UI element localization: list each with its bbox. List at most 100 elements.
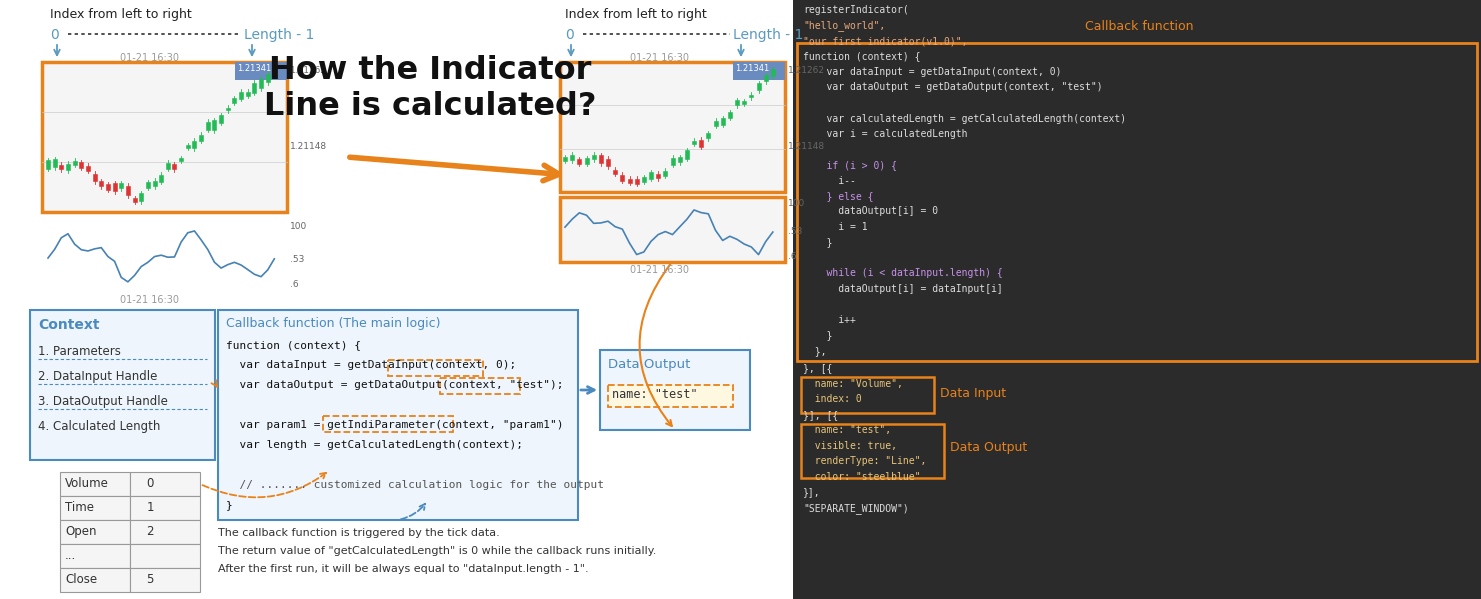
- Bar: [99, 181, 104, 186]
- Bar: [93, 174, 96, 181]
- Bar: [598, 156, 603, 164]
- Text: 1.21262: 1.21262: [788, 66, 825, 75]
- Bar: [233, 98, 237, 103]
- Bar: [61, 520, 130, 544]
- Text: i++: i++: [803, 315, 856, 325]
- Bar: [727, 112, 732, 117]
- Text: 1.21148: 1.21148: [788, 142, 825, 151]
- Bar: [61, 496, 130, 520]
- Text: 100: 100: [788, 199, 806, 208]
- Bar: [273, 71, 277, 77]
- Text: var param1 = getIndiParameter(context, "param1"): var param1 = getIndiParameter(context, "…: [227, 420, 563, 430]
- Text: How the Indicator
Line is calculated?: How the Indicator Line is calculated?: [264, 55, 597, 122]
- Text: dataOutput[i] = dataInput[i]: dataOutput[i] = dataInput[i]: [803, 284, 1003, 294]
- Text: var calculatedLength = getCalculatedLength(context): var calculatedLength = getCalculatedLeng…: [803, 113, 1126, 123]
- Bar: [113, 183, 117, 191]
- Text: var length = getCalculatedLength(context);: var length = getCalculatedLength(context…: [227, 440, 523, 450]
- Bar: [699, 140, 703, 147]
- Bar: [613, 170, 618, 174]
- Bar: [801, 423, 943, 477]
- Bar: [721, 118, 724, 125]
- Bar: [764, 75, 767, 81]
- Text: index: 0: index: 0: [803, 395, 862, 404]
- Text: Index from left to right: Index from left to right: [564, 8, 706, 21]
- Bar: [714, 121, 717, 126]
- Bar: [749, 95, 754, 98]
- Bar: [621, 175, 625, 181]
- Bar: [663, 171, 668, 176]
- Text: .6: .6: [788, 252, 797, 261]
- Bar: [130, 520, 200, 544]
- Text: 3. DataOutput Handle: 3. DataOutput Handle: [39, 395, 167, 408]
- Bar: [139, 193, 144, 201]
- Bar: [792, 0, 1481, 599]
- Bar: [172, 164, 176, 170]
- Bar: [67, 164, 70, 170]
- Bar: [570, 155, 575, 161]
- Bar: [649, 173, 653, 179]
- Text: renderType: "Line",: renderType: "Line",: [803, 456, 927, 467]
- Bar: [265, 74, 270, 83]
- Bar: [61, 472, 130, 496]
- Text: Length - 1: Length - 1: [733, 28, 803, 42]
- Text: Context: Context: [39, 318, 99, 332]
- Bar: [606, 159, 610, 166]
- Bar: [219, 115, 224, 123]
- Text: function (context) {: function (context) {: [227, 340, 361, 350]
- Bar: [166, 162, 170, 169]
- Bar: [628, 179, 631, 183]
- Bar: [86, 166, 90, 171]
- Bar: [585, 159, 588, 164]
- Bar: [656, 174, 661, 179]
- Bar: [641, 177, 646, 182]
- Text: Data Output: Data Output: [949, 441, 1028, 455]
- Text: name: "test",: name: "test",: [803, 425, 892, 435]
- Bar: [592, 155, 595, 159]
- Text: "SEPARATE_WINDOW"): "SEPARATE_WINDOW"): [803, 503, 909, 514]
- Text: 0: 0: [147, 477, 154, 490]
- Bar: [742, 101, 746, 104]
- Bar: [61, 568, 130, 592]
- Bar: [126, 186, 130, 195]
- Text: }: }: [227, 500, 233, 510]
- Text: Data Input: Data Input: [940, 387, 1006, 400]
- Text: 1.21341: 1.21341: [237, 64, 271, 73]
- Bar: [53, 159, 56, 167]
- Text: var dataInput = getDataInput(context, 0): var dataInput = getDataInput(context, 0): [803, 67, 1062, 77]
- Text: 0: 0: [564, 28, 573, 42]
- Text: // ....... customized calculation logic for the output: // ....... customized calculation logic …: [227, 480, 604, 490]
- Text: var dataInput = getDataInput(context, 0);: var dataInput = getDataInput(context, 0)…: [227, 360, 517, 370]
- Bar: [252, 83, 256, 93]
- Bar: [179, 158, 184, 161]
- Text: dataOutput[i] = 0: dataOutput[i] = 0: [803, 207, 937, 216]
- Bar: [130, 568, 200, 592]
- Bar: [388, 360, 483, 376]
- Text: 5: 5: [147, 573, 154, 586]
- Text: 2: 2: [147, 525, 154, 538]
- Text: 2. DataInput Handle: 2. DataInput Handle: [39, 370, 157, 383]
- Text: if (i > 0) {: if (i > 0) {: [803, 160, 897, 170]
- Bar: [757, 83, 761, 90]
- Bar: [132, 198, 136, 202]
- Bar: [635, 179, 638, 184]
- Text: Open: Open: [65, 525, 96, 538]
- Text: name: "test": name: "test": [612, 388, 698, 401]
- Bar: [238, 92, 243, 98]
- Bar: [145, 182, 150, 187]
- Text: i = 1: i = 1: [803, 222, 868, 232]
- Bar: [560, 197, 785, 262]
- Text: 01-21 16:30: 01-21 16:30: [120, 295, 179, 305]
- Text: while (i < dataInput.length) {: while (i < dataInput.length) {: [803, 268, 1003, 279]
- Bar: [158, 174, 163, 181]
- Text: 1. Parameters: 1. Parameters: [39, 345, 121, 358]
- Text: name: "Volume",: name: "Volume",: [803, 379, 903, 389]
- Bar: [120, 183, 123, 188]
- Text: Index from left to right: Index from left to right: [50, 8, 191, 21]
- Text: Length - 1: Length - 1: [244, 28, 314, 42]
- Bar: [225, 108, 230, 110]
- Bar: [671, 158, 674, 165]
- Bar: [153, 181, 157, 186]
- Bar: [212, 120, 216, 130]
- Text: 01-21 16:30: 01-21 16:30: [120, 53, 179, 63]
- Bar: [578, 159, 582, 164]
